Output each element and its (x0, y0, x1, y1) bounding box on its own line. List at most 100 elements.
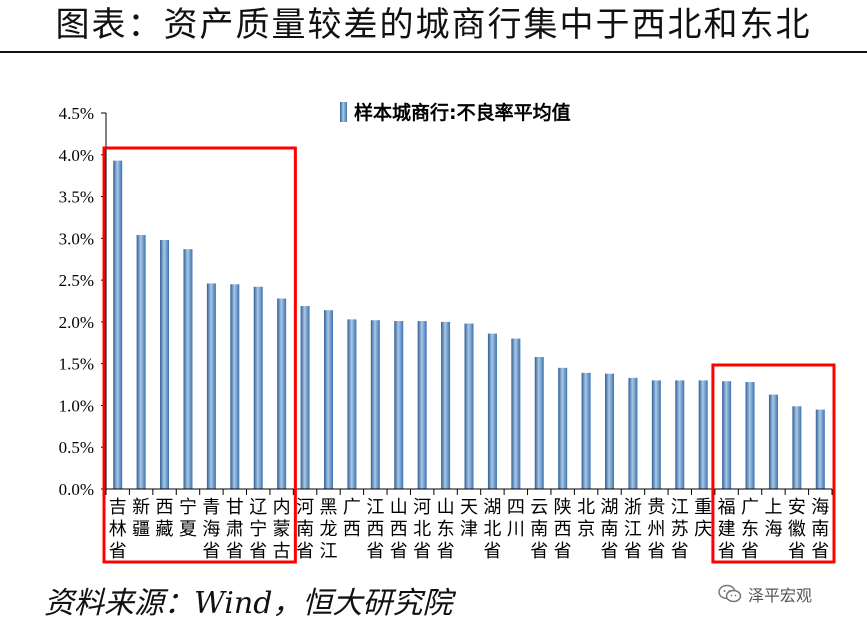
x-tick-label-char: 省 (483, 541, 501, 562)
watermark-text: 泽平宏观 (748, 586, 813, 605)
x-tick-label-char: 河 (296, 497, 314, 518)
highlight-box (711, 363, 836, 564)
bars (113, 160, 825, 490)
title-divider (0, 51, 867, 53)
y-tick-label: 3.5% (59, 188, 94, 207)
bar (300, 306, 310, 489)
bar (370, 320, 380, 489)
bar (253, 286, 263, 489)
x-tick-label-char: 北 (413, 519, 431, 540)
x-tick-label-char: 江 (671, 497, 689, 518)
x-tick-label-char: 省 (249, 541, 267, 562)
x-tick-label-char: 夏 (179, 519, 197, 540)
bar (487, 333, 497, 489)
bar (277, 298, 287, 489)
x-tick-label-char: 庆 (694, 519, 712, 540)
x-tick-label-char: 湖 (601, 497, 619, 518)
x-tick-label-char: 川 (507, 519, 525, 540)
x-tick-label-char: 内 (273, 497, 291, 518)
x-tick-label-char: 省 (811, 541, 829, 562)
x-tick-label-char: 省 (226, 541, 244, 562)
x-tick-label-char: 省 (202, 541, 220, 562)
y-tick-label: 3.0% (59, 229, 94, 248)
bar-chart: 0.0% 0.5% 1.0% 1.5% 2.0% 2.5% 3.0% 3.5% 4.0% 4.5%… (59, 101, 836, 564)
x-tick-label-char: 省 (624, 541, 642, 562)
legend-label: 样本城商行:不良率平均值 (354, 101, 571, 124)
x-tick-label-char: 天 (460, 497, 478, 518)
x-tick-label-char: 湖 (483, 497, 501, 518)
bar (511, 338, 521, 489)
x-tick-label-char: 甘 (226, 497, 244, 518)
x-tick-label-char: 河 (413, 497, 431, 518)
bar (394, 321, 404, 489)
x-tick-label-char: 津 (460, 519, 478, 540)
page-title: 图表：资产质量较差的城商行集中于西北和东北 (55, 5, 812, 45)
x-tick-label-char: 海 (202, 519, 220, 540)
wechat-chat-bubble-icon (718, 584, 742, 603)
x-tick-label-char: 省 (296, 541, 314, 562)
x-tick-label-char: 省 (109, 541, 127, 562)
x-tick-label-char: 省 (437, 541, 455, 562)
x-tick-label-char: 西 (554, 519, 572, 540)
x-tick-label-char: 贵 (647, 497, 665, 518)
x-tick-label-char: 东 (437, 519, 455, 540)
x-tick-label-char: 福 (718, 497, 736, 518)
x-tick-label-char: 省 (366, 541, 384, 562)
x-tick-label-char: 江 (319, 541, 337, 562)
x-tick-label-char: 南 (530, 519, 548, 540)
x-tick-label-char: 东 (741, 519, 759, 540)
bar (113, 160, 123, 490)
x-tick-label-char: 省 (741, 541, 759, 562)
x-tick-label-char: 广 (343, 497, 361, 518)
x-tick-label-char: 浙 (624, 497, 642, 518)
x-tick-label-char: 海 (764, 519, 782, 540)
bar (323, 310, 333, 489)
x-tick-label-char: 肃 (226, 519, 244, 540)
x-tick-label-char: 州 (647, 519, 665, 540)
y-tick-label: 2.0% (59, 313, 94, 332)
y-tick-label: 1.0% (59, 396, 94, 415)
x-tick-label-char: 山 (437, 497, 455, 518)
y-axis: 0.0% 0.5% 1.0% 1.5% 2.0% 2.5% 3.0% 3.5% 4.0% 4.5% (59, 104, 107, 499)
x-tick-label-char: 广 (741, 497, 759, 518)
bar (745, 382, 755, 489)
bar (558, 367, 568, 489)
x-tick-label-char: 省 (554, 541, 572, 562)
x-tick-label-char: 省 (718, 541, 736, 562)
bar (183, 249, 193, 489)
x-tick-label-char: 苏 (671, 519, 689, 540)
x-tick-label-char: 四 (507, 497, 525, 518)
x-tick-label-char: 南 (296, 519, 314, 540)
bar (441, 321, 451, 489)
y-tick-label: 0.5% (59, 438, 94, 457)
x-tick-label-char: 省 (413, 541, 431, 562)
highlight-boxes (102, 146, 836, 564)
bar (792, 406, 802, 489)
x-axis: 吉林省新疆西藏宁夏青海省甘肃省辽宁省内蒙古河南省黑龙江广西江西省山西省河北省山东… (105, 488, 833, 562)
bar (675, 380, 685, 489)
bar (347, 319, 357, 489)
x-tick-label-char: 江 (624, 519, 642, 540)
bar (160, 240, 170, 489)
y-tick-label: 2.5% (59, 271, 94, 290)
x-tick-label-char: 辽 (249, 497, 267, 518)
x-tick-label-char: 宁 (249, 519, 267, 540)
x-tick-label-char: 徽 (788, 519, 806, 540)
y-tick-label: 0.0% (59, 480, 94, 499)
y-tick-label: 4.0% (59, 146, 94, 165)
x-tick-label-char: 西 (343, 519, 361, 540)
x-tick-label-char: 青 (202, 497, 220, 518)
bar (651, 380, 661, 489)
x-tick-label-char: 宁 (179, 497, 197, 518)
x-tick-label-char: 西 (156, 497, 174, 518)
x-tick-label-char: 南 (601, 519, 619, 540)
x-tick-label-char: 省 (601, 541, 619, 562)
bar (768, 394, 778, 489)
x-tick-label-char: 古 (273, 541, 291, 562)
legend: 样本城商行:不良率平均值 (340, 101, 571, 124)
x-tick-label-char: 海 (811, 497, 829, 518)
watermark: 泽平宏观 (718, 579, 812, 609)
x-tick-label-char: 西 (390, 519, 408, 540)
x-tick-label-char: 重 (694, 497, 712, 518)
x-tick-label-char: 省 (530, 541, 548, 562)
